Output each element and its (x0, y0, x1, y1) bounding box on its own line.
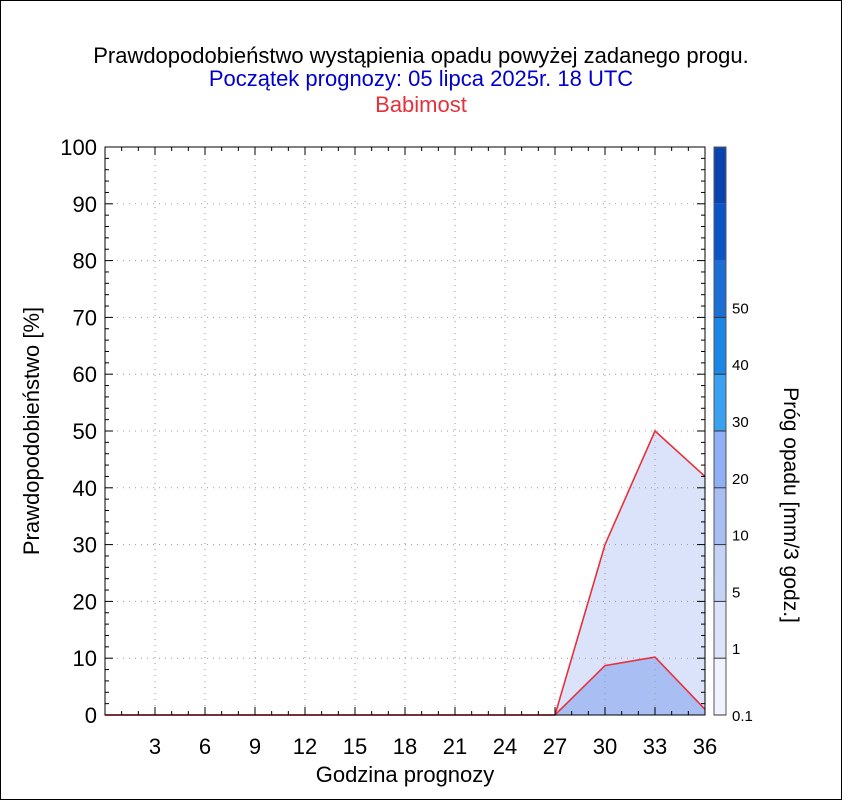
x-tick-label: 33 (643, 734, 667, 759)
colorbar-tick-label: 50 (732, 300, 749, 317)
y-tick-label: 90 (73, 192, 97, 217)
forecast-start-subtitle: Początek prognozy: 05 lipca 2025r. 18 UT… (208, 66, 634, 91)
y-tick-label: 50 (73, 419, 97, 444)
x-tick-label: 15 (343, 734, 367, 759)
y-tick-label: 10 (73, 646, 97, 671)
colorbar-segment (714, 374, 726, 431)
x-tick-label: 30 (593, 734, 617, 759)
y-tick-label: 70 (73, 305, 97, 330)
y-tick-label: 80 (73, 249, 97, 274)
x-tick-label: 3 (149, 734, 161, 759)
x-tick-label: 6 (199, 734, 211, 759)
chart-title: Prawdopodobieństwo wystąpienia opadu pow… (93, 43, 749, 68)
x-tick-label: 12 (293, 734, 317, 759)
colorbar-tick-label: 30 (732, 414, 749, 431)
station-name: Babimost (375, 92, 467, 117)
colorbar-tick-label: 0.1 (732, 708, 753, 725)
colorbar-segment (714, 317, 726, 375)
colorbar-tick-label: 5 (732, 584, 740, 601)
colorbar-tick-label: 1 (732, 641, 740, 658)
y-tick-label: 40 (73, 476, 97, 501)
x-tick-label: 9 (249, 734, 261, 759)
y-tick-label: 0 (85, 703, 97, 728)
colorbar-label: Próg opadu [mm/3 godz.] (779, 387, 802, 623)
y-tick-label: 100 (60, 135, 97, 160)
x-tick-label: 18 (393, 734, 417, 759)
colorbar-tick-label: 20 (732, 471, 749, 488)
colorbar-segment (714, 203, 726, 261)
colorbar-tick-label: 40 (732, 357, 749, 374)
x-tick-label: 21 (443, 734, 467, 759)
y-tick-label: 20 (73, 589, 97, 614)
colorbar-tick-label: 10 (732, 528, 749, 545)
x-axis-label: Godzina prognozy (316, 762, 495, 787)
plot-border (104, 146, 706, 716)
colorbar-segment (714, 431, 726, 488)
x-tick-label: 24 (493, 734, 517, 759)
x-tick-label: 27 (543, 734, 567, 759)
colorbar-segment (714, 147, 726, 204)
colorbar-segment (714, 544, 726, 602)
colorbar-segment (714, 260, 726, 318)
y-axis-label: Prawdopodobieństwo [%] (19, 307, 44, 555)
colorbar-segment (714, 601, 726, 659)
x-tick-label: 36 (693, 734, 717, 759)
colorbar-segment (714, 487, 726, 545)
y-tick-label: 30 (73, 533, 97, 558)
y-tick-label: 60 (73, 362, 97, 387)
colorbar-segment (714, 658, 726, 715)
